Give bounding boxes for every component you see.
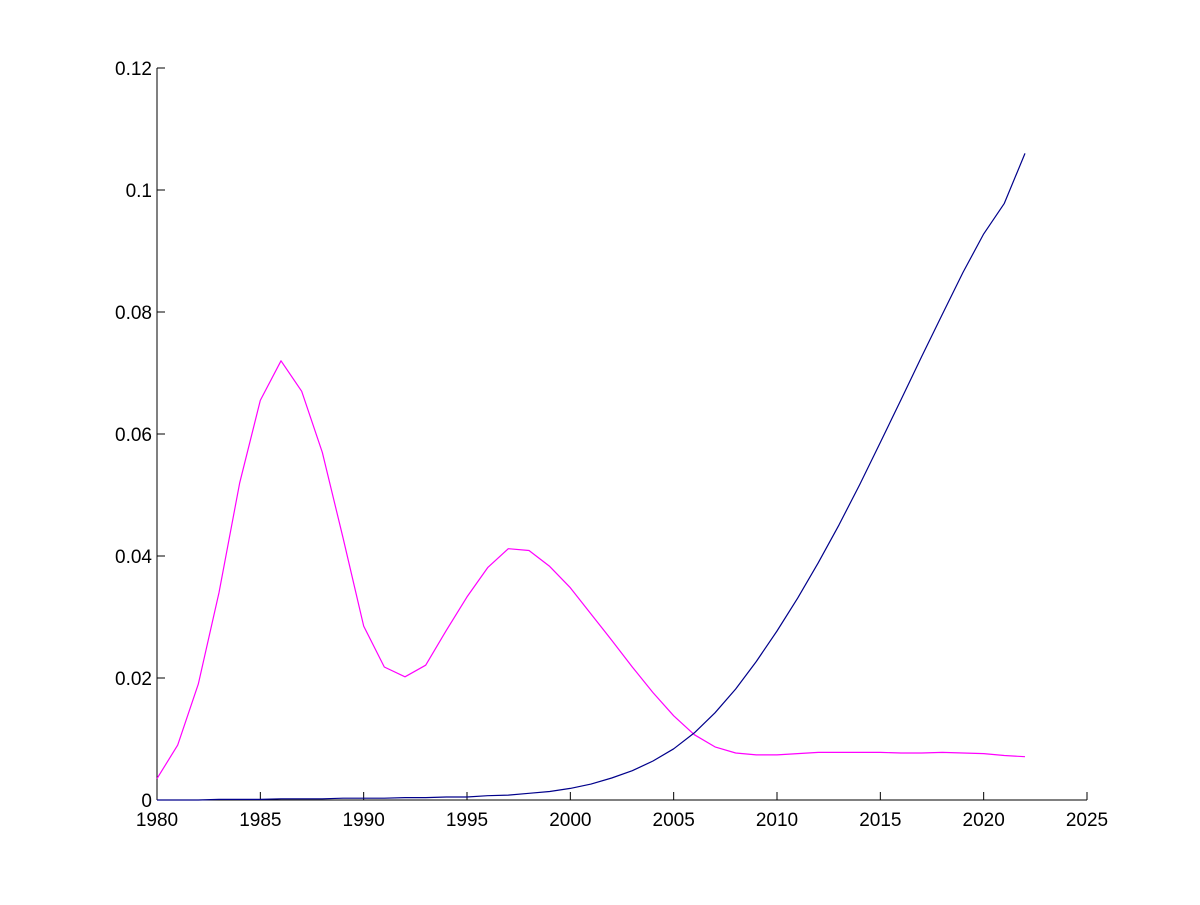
axes: 1980 1985 1990 1995 2000 2005 2010 2015 2020 2025… xyxy=(115,59,1108,831)
x-tick-label: 2025 xyxy=(1066,810,1108,831)
series-layer xyxy=(156,153,1026,801)
series-line-1 xyxy=(156,360,1026,779)
x-tick-label: 1990 xyxy=(343,810,385,831)
x-tick-label: 2010 xyxy=(756,810,798,831)
x-tick-label: 1985 xyxy=(239,810,281,831)
y-tick-label: 0.12 xyxy=(115,59,152,80)
y-tick-label: 0.06 xyxy=(115,425,152,446)
x-tick-label: 2000 xyxy=(549,810,591,831)
x-tick-label: 2005 xyxy=(653,810,695,831)
y-tick-label: 0.08 xyxy=(115,303,152,324)
y-tick-label: 0.04 xyxy=(115,547,152,568)
x-tick-label: 1995 xyxy=(446,810,488,831)
x-tick-label: 2020 xyxy=(963,810,1005,831)
y-tick-label: 0 xyxy=(141,791,152,812)
x-tick-label: 2015 xyxy=(859,810,901,831)
y-tick-label: 0.02 xyxy=(115,669,152,690)
series-line-2 xyxy=(157,153,1026,801)
y-tick-label: 0.1 xyxy=(126,181,152,202)
x-tick-label: 1980 xyxy=(136,810,178,831)
